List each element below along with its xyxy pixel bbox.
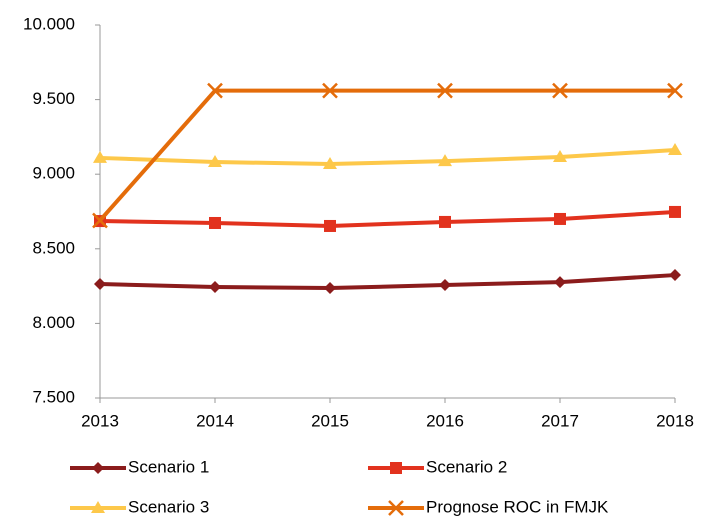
marker (439, 279, 451, 292)
marker (669, 269, 681, 282)
marker (390, 462, 402, 474)
marker (554, 276, 566, 289)
series-line (98, 88, 675, 222)
y-tick-label: 9.000 (32, 164, 75, 183)
x-tick-label: 2016 (426, 411, 464, 430)
legend-label: Scenario 1 (128, 457, 209, 476)
x-tick-label: 2013 (81, 411, 119, 430)
marker (552, 82, 568, 99)
marker (553, 150, 567, 163)
series-line (99, 209, 676, 228)
marker (209, 216, 221, 229)
marker (669, 205, 681, 218)
marker (209, 280, 221, 293)
y-tick-label: 8.000 (32, 313, 75, 332)
marker (92, 212, 108, 229)
legend-label: Prognose ROC in FMJK (426, 497, 609, 516)
legend-label: Scenario 3 (128, 497, 209, 516)
marker (323, 157, 337, 170)
marker (322, 82, 338, 99)
marker (667, 82, 683, 99)
marker (324, 219, 336, 232)
y-tick-label: 9.500 (32, 89, 75, 108)
marker (668, 143, 682, 156)
marker (554, 212, 566, 225)
y-tick-label: 10.000 (23, 14, 75, 33)
marker (94, 278, 106, 291)
marker (91, 501, 105, 513)
marker (437, 82, 453, 99)
x-tick-label: 2015 (311, 411, 349, 430)
marker (324, 282, 336, 295)
marker (388, 500, 404, 516)
x-tick-label: 2014 (196, 411, 234, 430)
marker (93, 150, 107, 163)
y-tick-label: 7.500 (32, 387, 75, 406)
x-tick-label: 2017 (541, 411, 579, 430)
legend-label: Scenario 2 (426, 457, 507, 476)
y-tick-label: 8.500 (32, 238, 75, 257)
series-line (99, 273, 676, 291)
marker (438, 154, 452, 167)
marker (439, 215, 451, 228)
marker (208, 154, 222, 167)
x-tick-label: 2018 (656, 411, 694, 430)
series-line (99, 148, 676, 167)
marker (92, 462, 104, 474)
marker (207, 82, 223, 99)
